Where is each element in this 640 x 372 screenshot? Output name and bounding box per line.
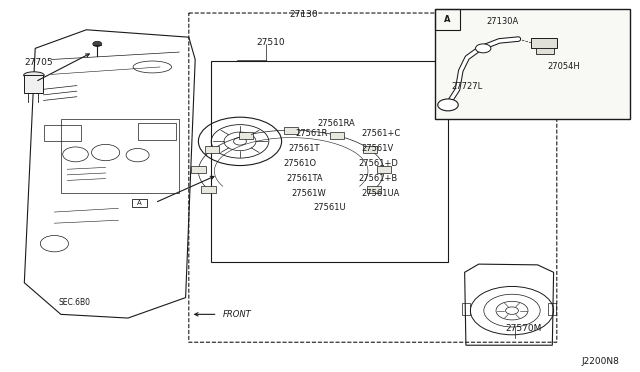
Text: 27561+C: 27561+C [361, 129, 400, 138]
Text: 27705: 27705 [24, 58, 53, 67]
Bar [330, 132, 344, 139]
Text: 27570M: 27570M [506, 324, 542, 333]
Text: FRONT: FRONT [223, 310, 252, 319]
Circle shape [438, 99, 458, 111]
Text: 27561TA: 27561TA [287, 174, 323, 183]
Bar [44, 125, 81, 141]
Bar [364, 147, 378, 153]
Bar [191, 166, 205, 173]
Text: 27510: 27510 [256, 38, 285, 47]
Bar [435, 9, 460, 30]
Bar [536, 48, 554, 54]
Bar [202, 186, 216, 193]
Bar [211, 61, 448, 262]
Text: 27561V: 27561V [362, 144, 394, 153]
Text: 27561W: 27561W [292, 189, 326, 198]
Bar [284, 127, 298, 134]
Text: J2200N8: J2200N8 [582, 357, 620, 366]
Text: 27561R: 27561R [296, 129, 328, 138]
Text: 27561O: 27561O [284, 159, 317, 168]
Bar [239, 132, 253, 139]
Bar [24, 75, 43, 93]
Text: 27561T: 27561T [288, 144, 319, 153]
Text: 27561UA: 27561UA [362, 189, 400, 198]
Bar [205, 147, 219, 153]
Bar [548, 303, 556, 315]
Bar [531, 38, 557, 48]
Text: 27130A: 27130A [486, 17, 518, 26]
Circle shape [93, 41, 102, 46]
Bar [377, 166, 391, 173]
Bar [435, 9, 630, 119]
Bar [367, 186, 381, 193]
Ellipse shape [24, 72, 44, 78]
Bar [462, 303, 470, 315]
Bar [138, 123, 176, 140]
Text: 27561RA: 27561RA [317, 119, 355, 128]
Text: 27561+D: 27561+D [358, 159, 398, 168]
Text: SEC.6B0: SEC.6B0 [59, 298, 91, 307]
Text: 27130: 27130 [289, 10, 318, 19]
Bar [132, 199, 147, 207]
Text: 27054H: 27054H [547, 62, 580, 71]
Bar [61, 119, 179, 193]
Text: 27561U: 27561U [314, 203, 346, 212]
Text: A: A [444, 15, 451, 24]
Text: 27561+B: 27561+B [358, 174, 397, 183]
Text: A: A [137, 200, 142, 206]
Circle shape [476, 44, 491, 53]
Text: 27727L: 27727L [451, 82, 483, 91]
